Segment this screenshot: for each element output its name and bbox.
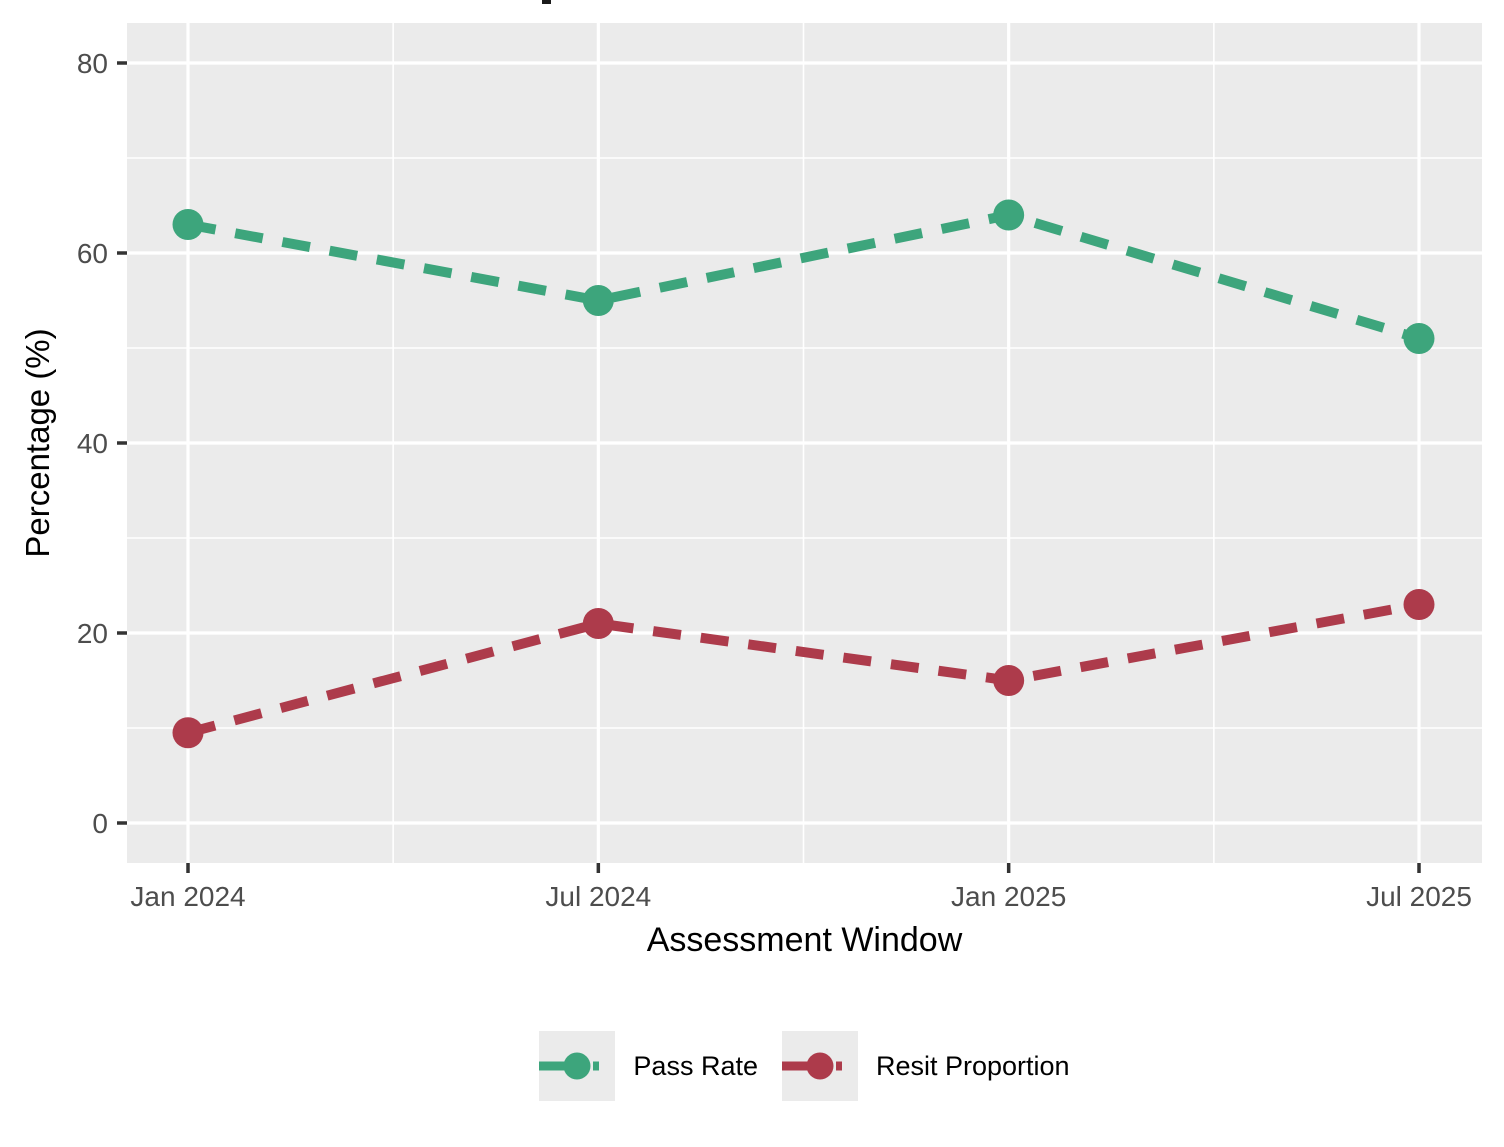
legend-key-pass-rate-icon: [539, 1031, 616, 1101]
x-axis-title: Assessment Window: [646, 921, 963, 959]
x-tick-label: Jan 2024: [130, 881, 245, 912]
data-point-pass-rate-jan-2025: [993, 199, 1025, 231]
data-point-pass-rate-jan-2024: [172, 209, 204, 240]
y-tick-label: 20: [77, 618, 108, 649]
series-line-pass-rate: [187, 209, 1421, 344]
cropped-title-remnant: [542, 0, 551, 4]
y-tick-label: 60: [77, 238, 108, 269]
x-tick-label: Jul 2024: [545, 881, 651, 912]
y-tick-label: 40: [77, 428, 108, 459]
legend-label-resit-proportion: Resit Proportion: [875, 1050, 1070, 1081]
series-line-resit-proportion: [186, 599, 1420, 738]
x-tick-label: Jan 2025: [951, 881, 1066, 912]
legend-label-pass-rate: Pass Rate: [633, 1050, 758, 1081]
data-point-resit-proportion-jan-2025: [993, 665, 1025, 696]
y-tick-label: 0: [92, 808, 108, 839]
legend: Pass Rate Resit Proportion: [127, 1031, 1482, 1101]
legend-item-pass-rate: Pass Rate: [539, 1031, 758, 1101]
legend-key-resit-proportion-icon: [781, 1031, 858, 1101]
data-point-resit-proportion-jan-2024: [172, 717, 204, 749]
x-tick-label: Jul 2025: [1366, 881, 1472, 912]
y-tick-label: 80: [77, 48, 108, 79]
legend-item-resit-proportion: Resit Proportion: [781, 1031, 1070, 1101]
data-point-pass-rate-jul-2025: [1403, 323, 1435, 354]
data-point-pass-rate-jul-2024: [582, 285, 614, 316]
data-point-resit-proportion-jul-2025: [1403, 589, 1435, 620]
data-point-resit-proportion-jul-2024: [582, 608, 614, 639]
